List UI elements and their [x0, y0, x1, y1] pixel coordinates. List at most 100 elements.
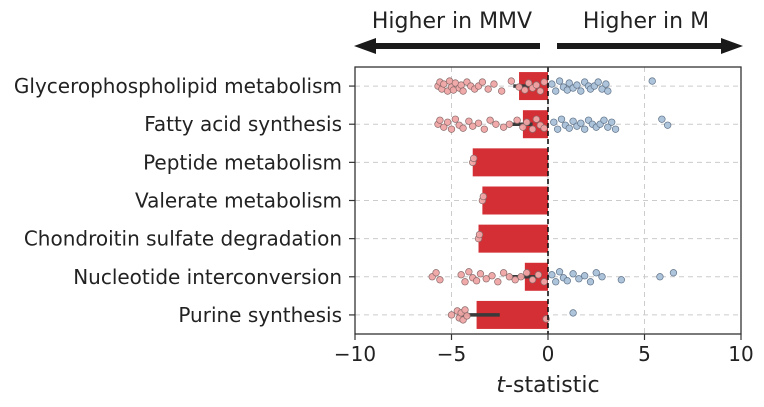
strip-point [505, 273, 514, 281]
x-tick-label: 0 [542, 342, 555, 366]
strip-point [498, 87, 506, 95]
bar [482, 186, 548, 215]
strip-point [550, 118, 558, 126]
strip-point [517, 273, 525, 281]
strip-point [476, 270, 485, 278]
strip-point [465, 117, 473, 125]
strip-point [513, 116, 521, 124]
strip-point [525, 79, 533, 87]
strip-point [523, 118, 531, 126]
y-tick-labels: Glycerophospholipid metabolism Fatty acid… [14, 74, 355, 327]
strip-point [592, 269, 600, 277]
strip-point [521, 86, 529, 94]
strip-point [581, 272, 589, 280]
strip-point [519, 123, 527, 131]
strip-point [499, 123, 508, 131]
x-tick-label: −5 [437, 342, 466, 366]
strip-point [540, 124, 548, 132]
strip-point [554, 125, 562, 133]
strip-point [505, 120, 514, 128]
x-axis-ticks: −10 −5 0 5 10 [334, 334, 754, 366]
strip-point [465, 268, 473, 276]
strip-point [480, 125, 488, 133]
strip-point [447, 311, 456, 319]
strip-point [573, 81, 581, 89]
strip-point [604, 87, 612, 95]
y-tick-label: Purine synthesis [178, 303, 342, 327]
strip-point [669, 269, 678, 277]
strip-point [440, 123, 448, 131]
strip-point [474, 119, 483, 127]
strip-point [540, 278, 548, 286]
strip-point [532, 115, 541, 123]
y-tick-label: Chondroitin sulfate degradation [24, 227, 342, 251]
bar [472, 148, 548, 177]
strip-point [577, 119, 585, 127]
strip-point [511, 276, 519, 284]
strip-point [488, 272, 496, 280]
strip-point [598, 273, 606, 281]
strip-point [569, 309, 577, 317]
strip-point [478, 78, 487, 86]
strip-point [594, 78, 602, 86]
strip-point [586, 278, 595, 286]
strip-point [611, 125, 620, 133]
strip-point [528, 276, 537, 284]
strip-point [656, 273, 664, 281]
x-axis-label-italic: t [496, 373, 506, 398]
x-tick-label: 10 [728, 342, 753, 366]
strip-point [515, 83, 523, 91]
strip-point [664, 121, 672, 129]
strip-point [507, 77, 515, 85]
strip-point [490, 80, 498, 88]
strip-point [499, 269, 508, 277]
strip-point [482, 275, 490, 283]
strip-point [443, 118, 452, 126]
strip-point [569, 117, 577, 125]
strip-point [463, 312, 471, 320]
strip-point [604, 123, 612, 131]
y-tick-label: Valerate metabolism [135, 189, 342, 213]
strip-point [602, 80, 610, 88]
y-tick-label: Peptide metabolism [143, 150, 342, 174]
strip-point [552, 87, 560, 95]
strip-point [548, 271, 556, 279]
strip-point [469, 122, 477, 130]
strip-point [617, 276, 625, 284]
strip-point [532, 81, 541, 89]
strip-point [436, 276, 444, 284]
strip-point [486, 116, 494, 124]
strip-point [536, 87, 544, 95]
strip-point [534, 271, 542, 279]
strip-point [555, 268, 564, 276]
strip-point [459, 124, 467, 132]
strip-points [428, 77, 678, 324]
arrow-left-icon [354, 38, 540, 54]
strip-point [523, 269, 531, 277]
strip-point [484, 85, 492, 93]
strip-point [563, 277, 571, 285]
x-axis-label-rest: -statistic [505, 373, 600, 398]
strip-point [557, 115, 566, 123]
y-tick-label: Nucleotide interconversion [73, 265, 342, 289]
strip-point [432, 269, 440, 277]
x-tick-label: 5 [638, 342, 651, 366]
strip-point [436, 116, 444, 124]
y-tick-label: Glycerophospholipid metabolism [14, 74, 342, 98]
annotation-right-label: Higher in M [583, 9, 709, 34]
strip-point [608, 118, 616, 126]
y-tick-label: Fatty acid synthesis [144, 112, 342, 136]
strip-point [569, 270, 577, 278]
strip-point [459, 87, 467, 95]
strip-point [461, 306, 469, 314]
strip-point [565, 79, 573, 87]
strip-point [440, 80, 448, 88]
strip-point [492, 120, 500, 128]
direction-annotations: Higher in MMV Higher in M [354, 9, 743, 54]
strip-point [581, 125, 589, 133]
strip-point [540, 78, 548, 86]
strip-point [648, 77, 656, 85]
strip-point [451, 115, 460, 123]
strip-point [658, 115, 666, 123]
